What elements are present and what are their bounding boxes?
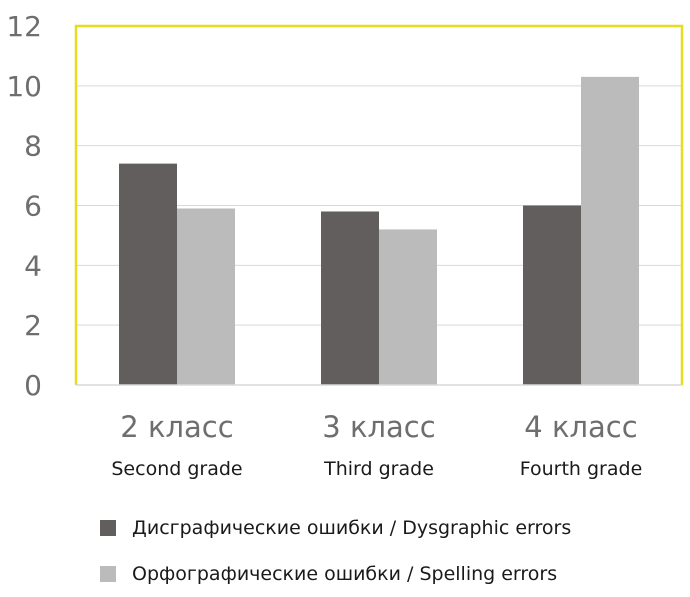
x-category-sublabel-3: Third grade <box>323 458 434 480</box>
plot-frame <box>74 24 684 385</box>
plot-frame-border <box>74 24 684 385</box>
y-tick-label-0: 0 <box>24 369 42 402</box>
y-tick-label-6: 6 <box>24 190 42 223</box>
legend-swatch-dysgraphic <box>100 520 116 536</box>
x-category-sublabel-4: Fourth grade <box>520 458 643 480</box>
legend-swatch-spelling <box>100 566 116 582</box>
y-tick-label-4: 4 <box>24 249 42 282</box>
y-tick-label-2: 2 <box>24 309 42 342</box>
y-tick-label-10: 10 <box>6 70 42 103</box>
y-tick-label-8: 8 <box>24 130 42 163</box>
y-tick-label-12: 12 <box>6 10 42 43</box>
x-category-label-4: 4 класс <box>524 410 637 444</box>
y-axis-ticks: 0 2 4 6 8 10 12 <box>6 10 42 402</box>
bar-spelling-4 <box>581 76 639 385</box>
legend: Дисграфические ошибки / Dysgraphic error… <box>100 505 571 597</box>
x-axis-labels: 2 класс Second grade 3 класс Third grade 4 к… <box>111 410 642 480</box>
bar-dysgraphic-3 <box>321 211 379 385</box>
bar-spelling-2 <box>177 208 235 385</box>
x-category-sublabel-2: Second grade <box>111 458 242 480</box>
bar-dysgraphic-2 <box>119 163 177 385</box>
legend-label-spelling: Орфографические ошибки / Spelling errors <box>132 563 558 585</box>
x-category-label-3: 3 класс <box>322 410 435 444</box>
bars <box>76 76 682 386</box>
bar-dysgraphic-4 <box>523 205 581 385</box>
legend-label-dysgraphic: Дисграфические ошибки / Dysgraphic error… <box>132 517 572 539</box>
x-category-label-2: 2 класс <box>120 410 233 444</box>
legend-item-dysgraphic: Дисграфические ошибки / Dysgraphic error… <box>100 505 571 551</box>
legend-item-spelling: Орфографические ошибки / Spelling errors <box>100 551 571 597</box>
bar-spelling-3 <box>379 229 437 385</box>
